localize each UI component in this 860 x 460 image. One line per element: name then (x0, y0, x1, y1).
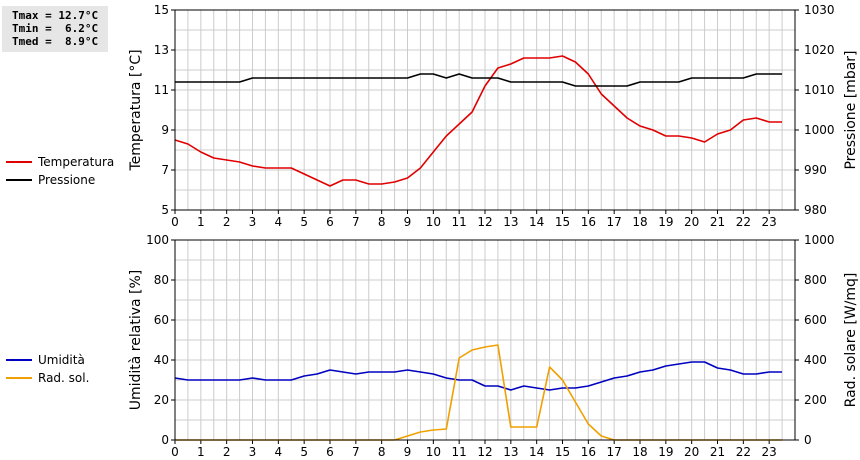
tmed-text: Tmed = 8.9°C (12, 35, 99, 48)
umidita-swatch (6, 359, 32, 361)
x-tick-label: 3 (249, 445, 257, 459)
legend-label-pressione: Pressione (38, 173, 96, 187)
plot-frame (174, 239, 796, 441)
x-tick-label: 8 (378, 215, 386, 229)
x-tick-label: 2 (223, 215, 231, 229)
x-tick-label: 14 (529, 445, 544, 459)
series-line-umidit (174, 361, 783, 391)
y-right-tick-label: 980 (804, 203, 827, 217)
x-tick-label: 22 (736, 445, 751, 459)
y-right-tick-label: 800 (804, 273, 827, 287)
x-tick-label: 6 (326, 215, 334, 229)
y-right-tick-label: 1010 (804, 83, 835, 97)
x-tick-label: 0 (171, 215, 179, 229)
y-left-tick-label: 40 (154, 353, 169, 367)
y-right-tick-label: 1000 (804, 233, 835, 247)
x-tick-label: 13 (503, 445, 518, 459)
x-tick-label: 14 (529, 215, 544, 229)
y-left-tick-label: 20 (154, 393, 169, 407)
radsol-swatch (6, 377, 32, 379)
x-tick-label: 8 (378, 445, 386, 459)
x-tick-label: 23 (762, 445, 777, 459)
x-tick-label: 12 (477, 445, 492, 459)
y-right-tick-label: 990 (804, 163, 827, 177)
x-tick-label: 15 (555, 445, 570, 459)
x-tick-label: 22 (736, 215, 751, 229)
x-tick-label: 7 (352, 215, 360, 229)
y-left-tick-label: 60 (154, 313, 169, 327)
x-tick-label: 5 (300, 445, 308, 459)
x-tick-label: 23 (762, 215, 777, 229)
x-tick-label: 19 (658, 215, 673, 229)
plot-frame (174, 9, 796, 211)
y-right-tick-label: 1000 (804, 123, 835, 137)
x-tick-label: 10 (426, 445, 441, 459)
y-right-tick-label: 200 (804, 393, 827, 407)
y-left-axis-title: Umidità relativa [%] (128, 270, 144, 411)
x-tick-label: 3 (249, 215, 257, 229)
legend-label-radsol: Rad. sol. (38, 371, 90, 385)
series-line-temperatura (174, 55, 783, 187)
x-tick-label: 0 (171, 445, 179, 459)
x-tick-label: 17 (607, 215, 622, 229)
tmax-text: Tmax = 12.7°C (12, 9, 99, 22)
y-right-tick-label: 1030 (804, 3, 835, 17)
x-tick-label: 20 (684, 445, 699, 459)
x-tick-label: 11 (452, 445, 467, 459)
x-tick-label: 10 (426, 215, 441, 229)
x-tick-label: 1 (197, 215, 205, 229)
x-tick-label: 1 (197, 445, 205, 459)
y-right-axis-title: Pressione [mbar] (843, 50, 859, 169)
y-right-tick-label: 400 (804, 353, 827, 367)
x-tick-label: 4 (275, 445, 283, 459)
x-tick-label: 19 (658, 445, 673, 459)
x-tick-label: 21 (710, 215, 725, 229)
legend-label-umidita: Umidità (38, 353, 85, 367)
x-tick-label: 12 (477, 215, 492, 229)
series-line-rad-sol (175, 344, 783, 441)
chart-panel-0: 0 1 2 3 4 5 6 7 8 9 10 11 12 13 14 15 16 17 18 19 20 21 22 2357… (128, 3, 859, 229)
y-left-tick-label: 9 (161, 123, 169, 137)
y-right-tick-label: 1020 (804, 43, 835, 57)
y-right-tick-label: 0 (804, 433, 812, 447)
x-tick-label: 21 (710, 445, 725, 459)
x-tick-label: 4 (275, 215, 283, 229)
y-right-axis-title: Rad. solare [W/mq] (843, 273, 859, 408)
x-tick-label: 17 (607, 445, 622, 459)
y-left-tick-label: 0 (161, 433, 169, 447)
x-tick-label: 11 (452, 215, 467, 229)
pressione-swatch (6, 179, 32, 181)
y-left-tick-label: 80 (154, 273, 169, 287)
x-tick-label: 9 (404, 215, 412, 229)
x-tick-label: 9 (404, 445, 412, 459)
y-left-tick-label: 100 (146, 233, 169, 247)
x-tick-label: 6 (326, 445, 334, 459)
x-tick-label: 5 (300, 215, 308, 229)
x-tick-label: 2 (223, 445, 231, 459)
y-left-tick-label: 13 (154, 43, 169, 57)
x-tick-label: 7 (352, 445, 360, 459)
tmin-text: Tmin = 6.2°C (12, 22, 99, 35)
x-tick-label: 18 (632, 445, 647, 459)
chart-panel-1: 0 1 2 3 4 5 6 7 8 9 10 11 12 13 14 15 16 17 18 19 20 21 22 2302… (128, 233, 859, 459)
x-tick-label: 13 (503, 215, 518, 229)
temperatura-swatch (6, 161, 32, 163)
y-left-tick-label: 5 (161, 203, 169, 217)
y-left-tick-label: 11 (154, 83, 169, 97)
y-left-axis-title: Temperatura [°C] (128, 49, 144, 171)
legend-label-temperatura: Temperatura (38, 155, 115, 169)
y-left-tick-label: 7 (161, 163, 169, 177)
x-tick-label: 16 (581, 445, 596, 459)
x-tick-label: 20 (684, 215, 699, 229)
series-line-pressione (175, 73, 783, 87)
x-tick-label: 15 (555, 215, 570, 229)
x-tick-label: 18 (632, 215, 647, 229)
y-left-tick-label: 15 (154, 3, 169, 17)
stats-box: Tmax = 12.7°C Tmin = 6.2°C Tmed = 8.9°C (2, 6, 108, 52)
y-right-tick-label: 600 (804, 313, 827, 327)
x-tick-label: 16 (581, 215, 596, 229)
